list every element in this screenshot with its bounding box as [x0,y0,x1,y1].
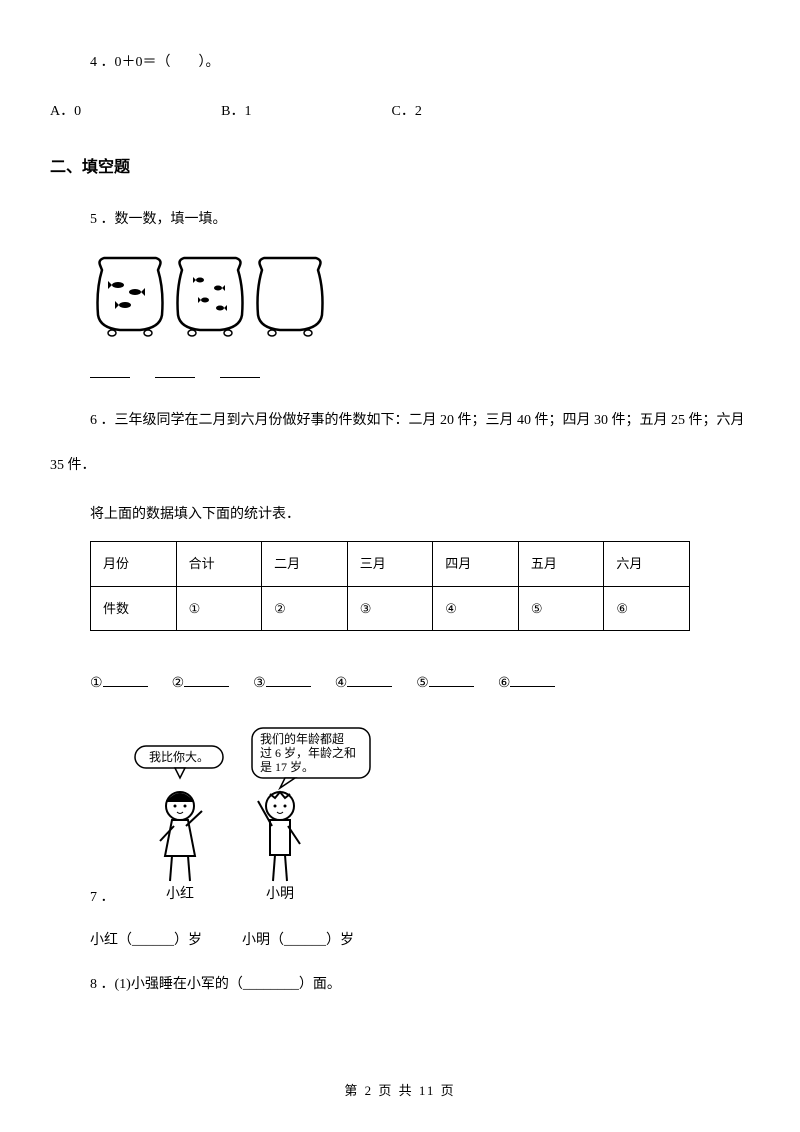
question-8: 8 ．(1)小强睡在小军的（________）面。 [50,972,750,997]
th-may: 五月 [518,542,604,586]
td-3[interactable]: ③ [347,586,433,630]
svg-text:我们的年龄都超: 我们的年龄都超 [260,731,344,746]
q7-image: 我比你大。 我们的年龄都超 过 6 岁，年龄之和 是 17 岁。 小红 [130,726,750,910]
svg-text:我比你大。: 我比你大。 [149,750,209,764]
xiaohong-icon: 小红 [160,792,202,901]
bubble-right-icon: 我们的年龄都超 过 6 岁，年龄之和 是 17 岁。 [252,728,370,788]
q7-num: 7 [90,890,97,905]
q6-sub: 将上面的数据填入下面的统计表． [50,502,750,527]
q6-text-pre: ．三年级同学在二月到六月份做好事的件数如下：二月 20 件；三月 40 件；四月… [101,413,745,428]
blank-input[interactable] [155,360,195,378]
blank-input[interactable] [347,671,392,687]
stat-table: 月份 合计 二月 三月 四月 五月 六月 件数 ① ② ③ ④ ⑤ ⑥ [90,541,690,631]
q6-num: 6 [90,413,97,428]
svg-text:小红: 小红 [166,886,194,901]
svg-text:过 6 岁，年龄之和: 过 6 岁，年龄之和 [260,745,356,760]
blank-input[interactable] [220,360,260,378]
td-2[interactable]: ② [262,586,348,630]
blank-input[interactable] [266,671,311,687]
q5-text: ．数一数，填一填。 [101,212,227,227]
table-header-row: 月份 合计 二月 三月 四月 五月 六月 [91,542,690,586]
q5-num: 5 [90,212,97,227]
question-6: 6 ．三年级同学在二月到六月份做好事的件数如下：二月 20 件；三月 40 件；… [50,408,750,433]
table-data-row: 件数 ① ② ③ ④ ⑤ ⑥ [91,586,690,630]
option-c[interactable]: C．2 [391,99,421,124]
q7-ans-right[interactable]: 小明（______）岁 [242,928,354,953]
blank-input[interactable] [429,671,474,687]
q4-text: ．0＋0＝（ ）。 [101,55,220,70]
q4-num: 4 [90,55,97,70]
th-total: 合计 [176,542,262,586]
blank-input[interactable] [184,671,229,687]
jar-3-icon [258,258,323,336]
q6-answer-blanks: ① ② ③ ④ ⑤ ⑥ [50,671,750,696]
q5-blanks [50,360,750,378]
option-b[interactable]: B．1 [221,99,251,124]
section-2-title: 二、填空题 [50,154,750,183]
blank-input[interactable] [103,671,148,687]
question-4: 4 ．0＋0＝（ ）。 [50,50,750,75]
th-month: 月份 [91,542,177,586]
jar-1-icon [98,258,163,336]
jar-2-icon [178,258,243,336]
xiaoming-icon: 小明 [258,792,300,901]
blank-input[interactable] [510,671,555,687]
question-5: 5 ．数一数，填一填。 [50,207,750,232]
jars-image [90,250,750,349]
q7-ans-left[interactable]: 小红（______）岁 [90,928,202,953]
th-apr: 四月 [433,542,519,586]
td-label: 件数 [91,586,177,630]
blank-input[interactable] [90,360,130,378]
td-4[interactable]: ④ [433,586,519,630]
td-1[interactable]: ① [176,586,262,630]
q7-answers: 小红（______）岁 小明（______）岁 [50,928,750,953]
page-footer: 第 2 页 共 11 页 [0,1079,800,1102]
bubble-left-icon: 我比你大。 [135,746,223,778]
th-jun: 六月 [604,542,690,586]
th-mar: 三月 [347,542,433,586]
q7-dot: ． [101,890,115,905]
option-a[interactable]: A．0 [50,99,81,124]
td-5[interactable]: ⑤ [518,586,604,630]
svg-text:是 17 岁。: 是 17 岁。 [260,759,314,774]
th-feb: 二月 [262,542,348,586]
svg-text:小明: 小明 [266,886,294,901]
q8-text[interactable]: ．(1)小强睡在小军的（________）面。 [101,977,341,992]
q8-num: 8 [90,977,97,992]
q4-options: A．0 B．1 C．2 [50,99,750,124]
td-6[interactable]: ⑥ [604,586,690,630]
q6-suffix: 35 件． [50,453,750,478]
